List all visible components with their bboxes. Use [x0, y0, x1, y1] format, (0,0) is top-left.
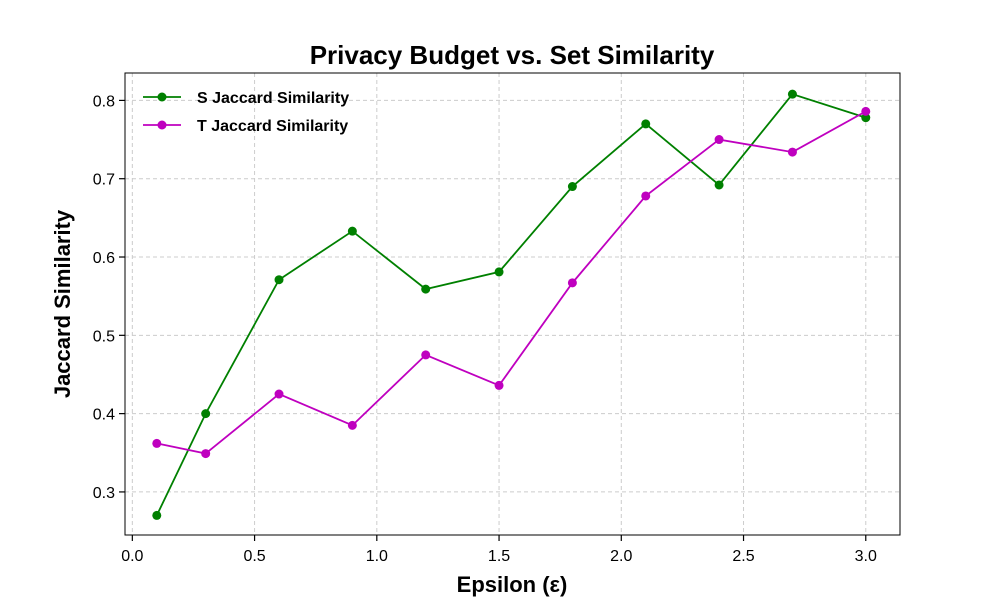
x-tick-label: 0.0	[121, 548, 143, 565]
data-point	[494, 267, 504, 277]
legend-entry: T Jaccard Similarity	[143, 118, 348, 135]
data-point	[641, 119, 651, 129]
series-t	[152, 106, 871, 459]
legend-marker	[157, 120, 167, 130]
data-point	[641, 191, 651, 201]
data-point	[347, 420, 357, 430]
y-tick-label: 0.6	[93, 250, 115, 267]
data-point	[201, 449, 211, 459]
x-tick-label: 3.0	[855, 548, 877, 565]
x-tick-label: 1.5	[488, 548, 510, 565]
legend-label: T Jaccard Similarity	[197, 118, 348, 135]
y-tick-label: 0.7	[93, 172, 115, 189]
data-point	[567, 278, 577, 288]
legend: S Jaccard Similarity T Jaccard Similarity	[143, 90, 349, 135]
data-point	[861, 106, 871, 116]
chart-title: Privacy Budget vs. Set Similarity	[310, 40, 715, 70]
data-point	[152, 510, 162, 520]
grid-lines	[125, 73, 900, 535]
data-point	[274, 389, 284, 399]
y-tick-label: 0.8	[93, 93, 115, 110]
data-point	[201, 409, 211, 419]
x-axis-label: Epsilon (ε)	[457, 572, 568, 597]
data-point	[861, 113, 871, 123]
plot-frame	[124, 72, 901, 536]
legend-marker	[157, 92, 167, 102]
data-point	[421, 350, 431, 360]
data-point	[714, 180, 724, 190]
series-line	[155, 93, 867, 516]
x-tick-label: 2.5	[732, 548, 754, 565]
data-point	[421, 284, 431, 294]
y-tick-label: 0.5	[93, 328, 115, 345]
y-tick-label: 0.4	[93, 407, 115, 424]
y-tick-label: 0.3	[93, 485, 115, 502]
axis-ticks: 0.0 0.5 1.0 1.5 2.0 2.5 3.0 0.3 0.4 0.5 0.6 0.7 0.8	[93, 93, 877, 565]
data-point	[347, 226, 357, 236]
data-point	[494, 380, 504, 390]
legend-label: S Jaccard Similarity	[197, 90, 349, 107]
x-tick-label: 0.5	[243, 548, 265, 565]
data-point	[274, 275, 284, 285]
x-tick-label: 1.0	[366, 548, 388, 565]
series-s	[152, 89, 871, 520]
data-point	[714, 135, 724, 145]
data-point	[787, 147, 797, 157]
data-point	[567, 182, 577, 192]
y-axis-label: Jaccard Similarity	[50, 209, 75, 398]
x-tick-label: 2.0	[610, 548, 632, 565]
series-layer	[152, 89, 871, 520]
series-line	[156, 110, 867, 455]
data-point	[787, 89, 797, 99]
legend-entry: S Jaccard Similarity	[143, 90, 349, 107]
data-point	[152, 438, 162, 448]
